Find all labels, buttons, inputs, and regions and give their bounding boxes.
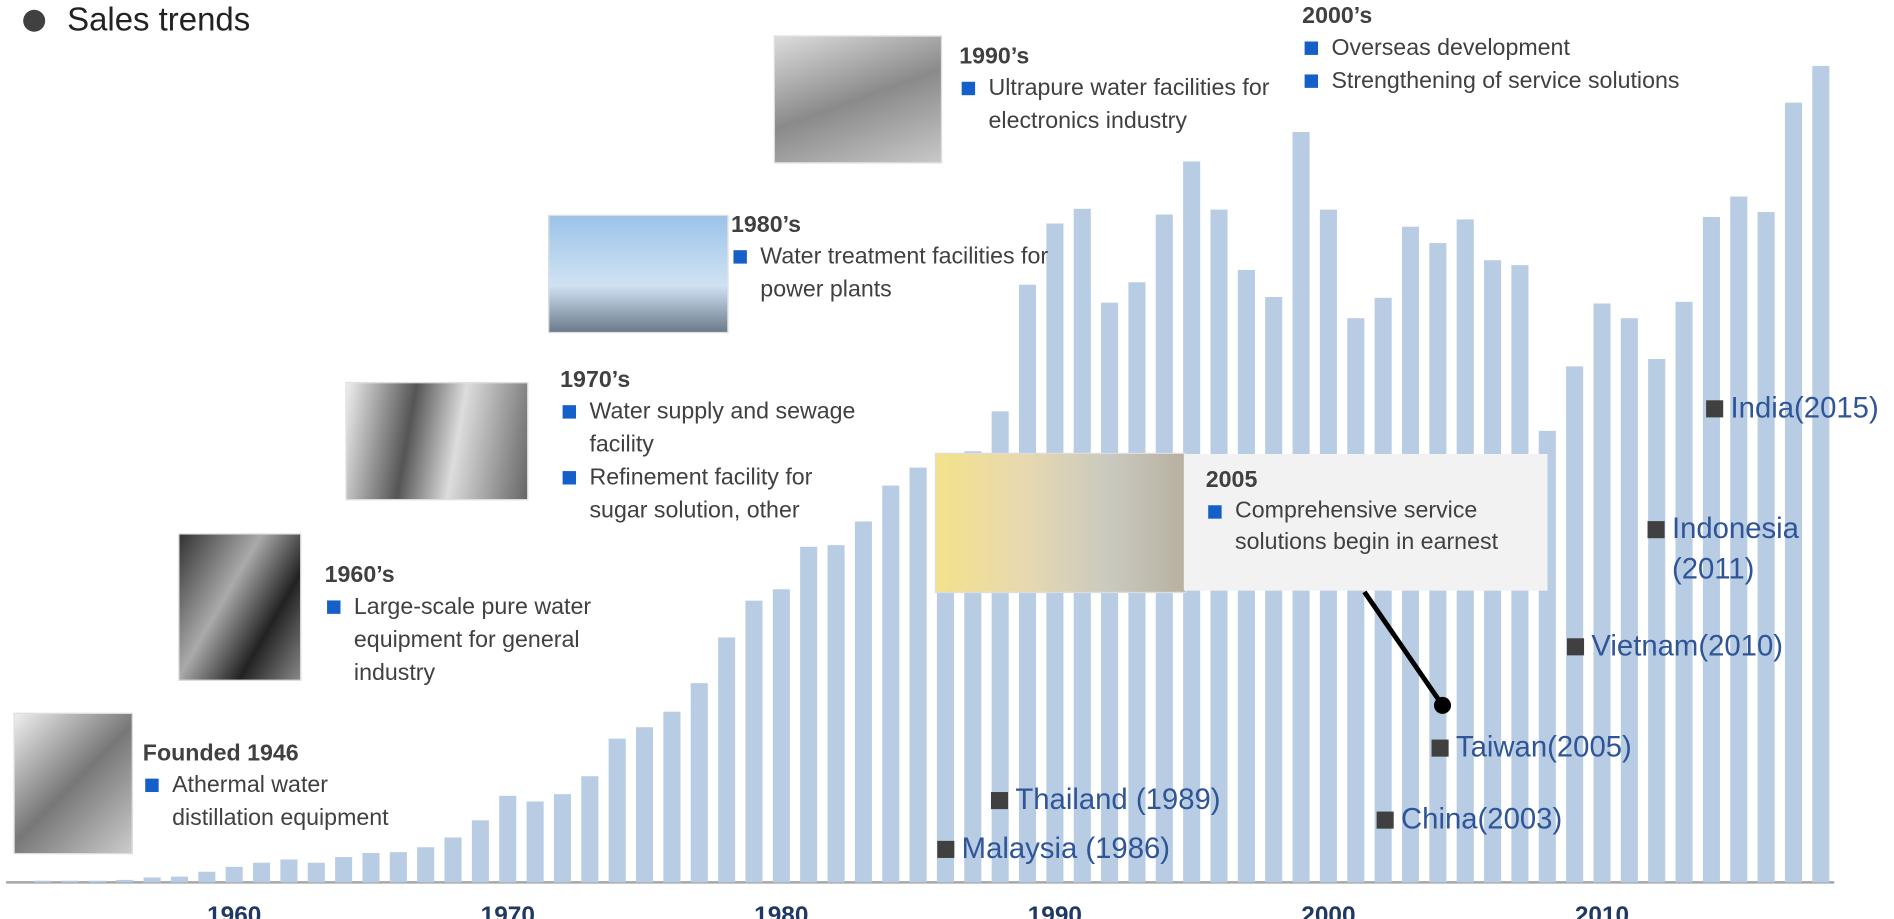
x-tick-label: 1960 (207, 902, 261, 919)
era-item: Strengthening of service solutions (1302, 65, 1766, 98)
stage: Sales trends 1960 1970 1980 1990 2000 2010 Fo… (0, 0, 1894, 919)
bar (1812, 66, 1829, 882)
bar (280, 859, 297, 882)
photo (548, 215, 729, 333)
country-label: Malaysia (1986) (937, 829, 1170, 869)
x-tick-label: 2000 (1301, 902, 1355, 919)
bar (1347, 318, 1364, 882)
era-heading: Founded 1946 (143, 740, 436, 769)
bar (89, 881, 106, 883)
bar (1785, 103, 1802, 883)
bar (910, 468, 927, 883)
era-heading: 2005 (1206, 466, 1536, 495)
era-item: Ultrapure water facilities for electroni… (959, 72, 1289, 138)
bar (800, 547, 817, 883)
x-tick-label: 1970 (481, 902, 535, 919)
country-label: Vietnam(2010) (1567, 626, 1783, 666)
bar (663, 712, 680, 883)
bar (609, 739, 626, 883)
era-item: Large-scale pure water equipment for gen… (325, 591, 618, 690)
country-label: China(2003) (1377, 799, 1563, 839)
country-label: Taiwan(2005) (1432, 727, 1632, 767)
country-label: India(2015) (1706, 388, 1879, 428)
bar (335, 857, 352, 882)
bar (198, 872, 215, 883)
bar (171, 877, 188, 883)
bar (144, 877, 161, 882)
era-item: Overseas development (1302, 32, 1766, 65)
era-heading: 1960’s (325, 561, 618, 590)
photo (935, 453, 1186, 593)
bar (226, 867, 243, 883)
photo (13, 713, 133, 855)
bar (554, 794, 571, 882)
era-item: Refinement facility for sugar solution, … (560, 461, 865, 527)
bar (62, 881, 79, 883)
bar (636, 727, 653, 882)
bar (827, 545, 844, 882)
bar (417, 847, 434, 882)
photo (345, 382, 528, 500)
country-label: Indonesia (2011) (1648, 509, 1819, 590)
bar (745, 601, 762, 883)
bar (390, 852, 407, 882)
era-heading: 1980’s (731, 211, 1073, 240)
bar (445, 837, 462, 882)
bar (882, 486, 899, 883)
era-item: Water supply and sewage facility (560, 395, 865, 461)
era-item: Water treatment facilities for power pla… (731, 240, 1073, 306)
page: {"chart_data": { "type": "bar", "title":… (0, 0, 1894, 919)
photo (178, 533, 301, 681)
bar (362, 853, 379, 882)
bar (1676, 302, 1693, 882)
bar (527, 802, 544, 883)
x-tick-label: 2010 (1575, 902, 1629, 919)
era-heading: 1990’s (959, 43, 1289, 72)
x-tick-label: 1990 (1028, 902, 1082, 919)
era-item: Athermal water distillation equipment (143, 769, 436, 835)
x-tick-label: 1980 (754, 902, 808, 919)
era-item: Comprehensive service solutions begin in… (1206, 495, 1536, 558)
era-heading: 1970’s (560, 366, 865, 395)
bar (34, 881, 51, 883)
bar (691, 683, 708, 882)
bar (1593, 303, 1610, 882)
bar (581, 776, 598, 882)
bar (1648, 359, 1665, 882)
bar (472, 820, 489, 882)
era-heading: 2000’s (1302, 2, 1766, 31)
photo (774, 35, 942, 163)
bar (116, 880, 133, 882)
bar (773, 589, 790, 882)
bar (308, 863, 325, 883)
chart-title: Sales trends (67, 1, 250, 38)
bar (855, 521, 872, 882)
country-label: Thailand (1989) (991, 780, 1221, 820)
title-bullet (23, 10, 45, 32)
bar (1566, 366, 1583, 882)
bar (499, 796, 516, 883)
bar (1621, 318, 1638, 882)
bar (718, 637, 735, 882)
bar (253, 863, 270, 883)
